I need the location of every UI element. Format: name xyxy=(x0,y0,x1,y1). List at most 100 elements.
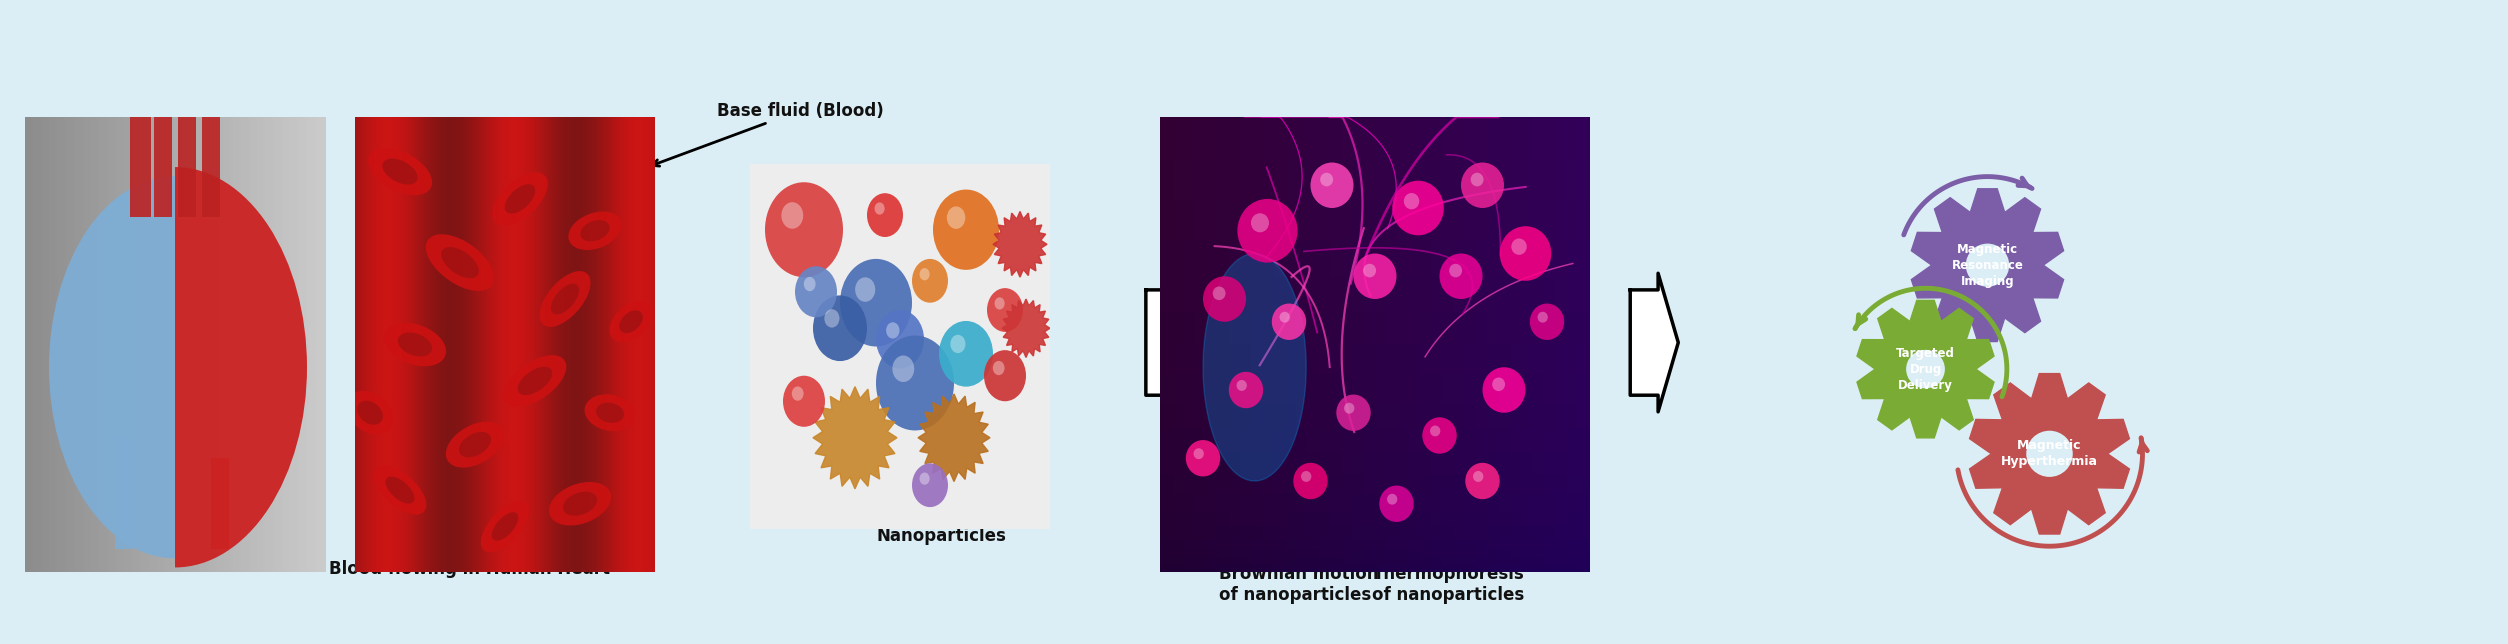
Polygon shape xyxy=(1146,273,1194,412)
Circle shape xyxy=(1966,243,2009,287)
Ellipse shape xyxy=(609,301,652,343)
Circle shape xyxy=(1354,254,1397,299)
Ellipse shape xyxy=(369,148,431,195)
Text: Nanoparticles: Nanoparticles xyxy=(875,488,1006,545)
Circle shape xyxy=(933,189,998,270)
Polygon shape xyxy=(813,386,898,489)
Ellipse shape xyxy=(346,391,394,435)
Circle shape xyxy=(1537,312,1547,323)
Circle shape xyxy=(855,278,875,302)
Ellipse shape xyxy=(482,500,529,553)
Circle shape xyxy=(1279,312,1289,323)
Circle shape xyxy=(920,268,930,280)
Circle shape xyxy=(1229,372,1264,408)
Bar xyxy=(211,459,228,549)
Circle shape xyxy=(1906,350,1944,388)
Polygon shape xyxy=(1003,299,1051,357)
Text: Magnetic
Resonance
Imaging: Magnetic Resonance Imaging xyxy=(1951,243,2024,288)
Circle shape xyxy=(1214,287,1226,300)
Circle shape xyxy=(1186,440,1221,477)
Circle shape xyxy=(1450,264,1462,278)
Circle shape xyxy=(805,277,815,291)
Circle shape xyxy=(1422,417,1457,454)
Circle shape xyxy=(1430,426,1440,437)
Text: Blood flowing in Human Heart: Blood flowing in Human Heart xyxy=(329,522,609,578)
Circle shape xyxy=(1392,181,1445,235)
Polygon shape xyxy=(1911,189,2064,341)
Circle shape xyxy=(1462,162,1505,208)
Circle shape xyxy=(951,335,966,353)
Circle shape xyxy=(1302,471,1312,482)
Text: Thermophoresis
of nanoparticles: Thermophoresis of nanoparticles xyxy=(1372,523,1525,604)
Circle shape xyxy=(993,361,1006,375)
Ellipse shape xyxy=(459,432,492,457)
Ellipse shape xyxy=(549,482,612,526)
Ellipse shape xyxy=(579,220,609,242)
Circle shape xyxy=(988,288,1023,332)
Text: Brownian motion
of nanoparticles: Brownian motion of nanoparticles xyxy=(1219,524,1379,604)
Ellipse shape xyxy=(584,394,635,431)
Circle shape xyxy=(1294,463,1327,499)
Circle shape xyxy=(1404,193,1420,209)
Circle shape xyxy=(840,259,913,346)
Circle shape xyxy=(782,202,803,229)
Circle shape xyxy=(1364,264,1377,278)
Text: Magnetic
Hyperthermia: Magnetic Hyperthermia xyxy=(2001,439,2099,468)
Circle shape xyxy=(1492,377,1505,391)
Circle shape xyxy=(1236,199,1297,263)
Circle shape xyxy=(765,182,843,277)
Ellipse shape xyxy=(384,323,446,366)
Circle shape xyxy=(1312,162,1354,208)
Circle shape xyxy=(1337,395,1372,431)
Ellipse shape xyxy=(569,211,622,250)
Circle shape xyxy=(983,350,1026,401)
Circle shape xyxy=(1344,402,1354,413)
Circle shape xyxy=(1482,367,1525,413)
Ellipse shape xyxy=(492,512,519,541)
Circle shape xyxy=(825,309,840,328)
Circle shape xyxy=(875,336,953,430)
Circle shape xyxy=(795,266,838,317)
Circle shape xyxy=(1465,463,1500,499)
Circle shape xyxy=(1272,303,1307,340)
Ellipse shape xyxy=(356,401,384,425)
Ellipse shape xyxy=(441,247,479,278)
Circle shape xyxy=(1251,213,1269,232)
Bar xyxy=(203,103,221,217)
Circle shape xyxy=(913,463,948,507)
Circle shape xyxy=(893,355,915,382)
Circle shape xyxy=(1204,276,1246,322)
Ellipse shape xyxy=(539,271,589,327)
Ellipse shape xyxy=(374,466,426,515)
Ellipse shape xyxy=(552,283,579,314)
Circle shape xyxy=(1530,303,1565,340)
Circle shape xyxy=(1440,254,1482,299)
Polygon shape xyxy=(918,394,991,482)
Circle shape xyxy=(1500,226,1552,281)
Circle shape xyxy=(938,321,993,386)
Polygon shape xyxy=(993,211,1046,277)
Ellipse shape xyxy=(597,402,624,423)
Circle shape xyxy=(1319,173,1334,186)
Circle shape xyxy=(782,375,825,427)
Text: Base fluid (Blood): Base fluid (Blood) xyxy=(652,102,883,166)
Circle shape xyxy=(1512,238,1527,255)
Circle shape xyxy=(885,322,900,339)
Circle shape xyxy=(2026,431,2072,477)
Ellipse shape xyxy=(446,422,504,468)
Polygon shape xyxy=(1204,254,1307,481)
Circle shape xyxy=(996,298,1006,310)
Circle shape xyxy=(813,296,868,361)
Circle shape xyxy=(793,386,803,401)
Bar xyxy=(115,435,133,549)
Ellipse shape xyxy=(562,492,597,516)
Ellipse shape xyxy=(426,234,494,291)
Ellipse shape xyxy=(399,332,431,357)
Ellipse shape xyxy=(619,310,642,333)
Bar xyxy=(130,103,150,217)
Circle shape xyxy=(875,202,885,214)
Bar xyxy=(153,103,173,217)
Circle shape xyxy=(1387,494,1397,505)
Circle shape xyxy=(868,193,903,237)
Bar xyxy=(178,103,196,217)
